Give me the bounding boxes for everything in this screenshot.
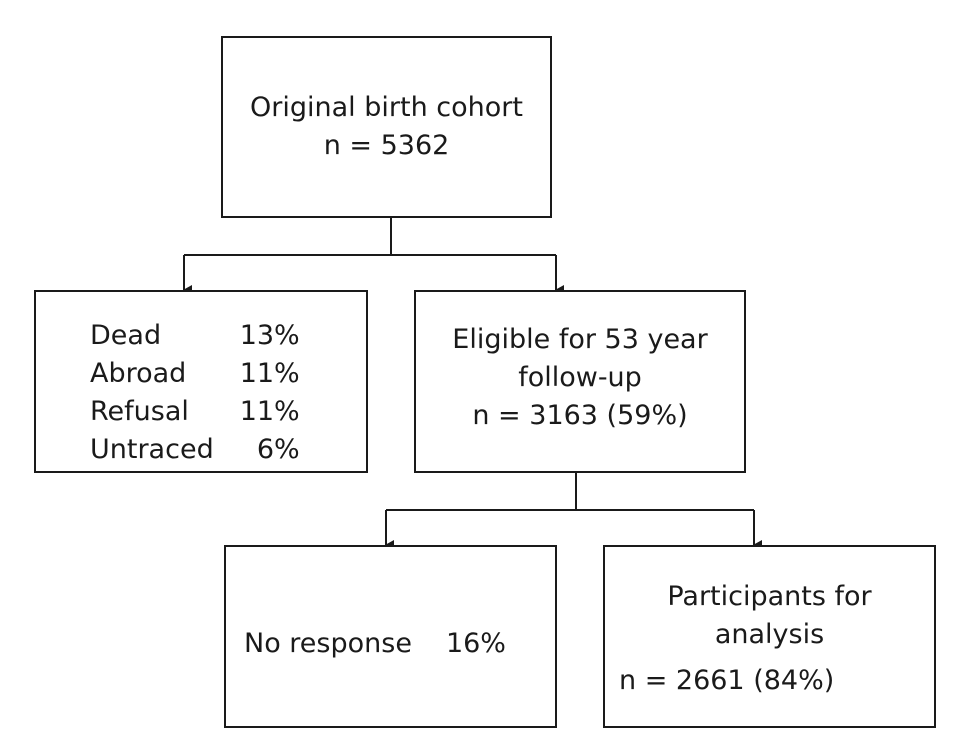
- reason-label: Dead: [90, 320, 162, 351]
- eligible-line2: follow-up: [518, 361, 642, 393]
- reason-label: Abroad: [90, 358, 187, 389]
- no-response-box: No response 16%: [224, 545, 557, 728]
- participants-box: Participants for analysis n = 2661 (84%): [603, 545, 936, 728]
- reason-row-refusal: Refusal 11%: [90, 393, 300, 431]
- participants-line1: Participants for: [667, 581, 872, 612]
- reason-pct: 13%: [239, 320, 300, 351]
- eligible-count: n = 3163 (59%): [472, 399, 688, 431]
- no-response-pct: 16%: [445, 628, 506, 659]
- root-title: Original birth cohort: [250, 92, 523, 123]
- reason-row-abroad: Abroad 11%: [90, 355, 300, 393]
- root-count: n = 5362: [323, 130, 450, 161]
- excluded-reasons-table: Dead 13% Abroad 11% Refusal 11% Untraced…: [90, 317, 300, 469]
- participants-title: Participants for analysis: [605, 578, 934, 654]
- eligible-box: Eligible for 53 year follow-up n = 3163 …: [414, 290, 746, 473]
- participants-line2: analysis: [714, 619, 825, 650]
- reason-row-dead: Dead 13%: [90, 317, 300, 355]
- participants-count: n = 2661 (84%): [619, 665, 835, 696]
- reason-label: Refusal: [90, 396, 189, 427]
- no-response-row: No response 16%: [244, 625, 506, 663]
- excluded-reasons-box: Dead 13% Abroad 11% Refusal 11% Untraced…: [34, 290, 368, 473]
- eligible-line1: Eligible for 53 year: [452, 323, 708, 355]
- no-response-label: No response: [244, 628, 412, 659]
- reason-row-untraced: Untraced 6%: [90, 431, 300, 469]
- root-cohort-box: Original birth cohort n = 5362: [221, 36, 552, 218]
- reason-pct: 11%: [239, 396, 300, 427]
- reason-pct: 6%: [256, 434, 300, 465]
- reason-label: Untraced: [90, 434, 214, 465]
- reason-pct: 11%: [239, 358, 300, 389]
